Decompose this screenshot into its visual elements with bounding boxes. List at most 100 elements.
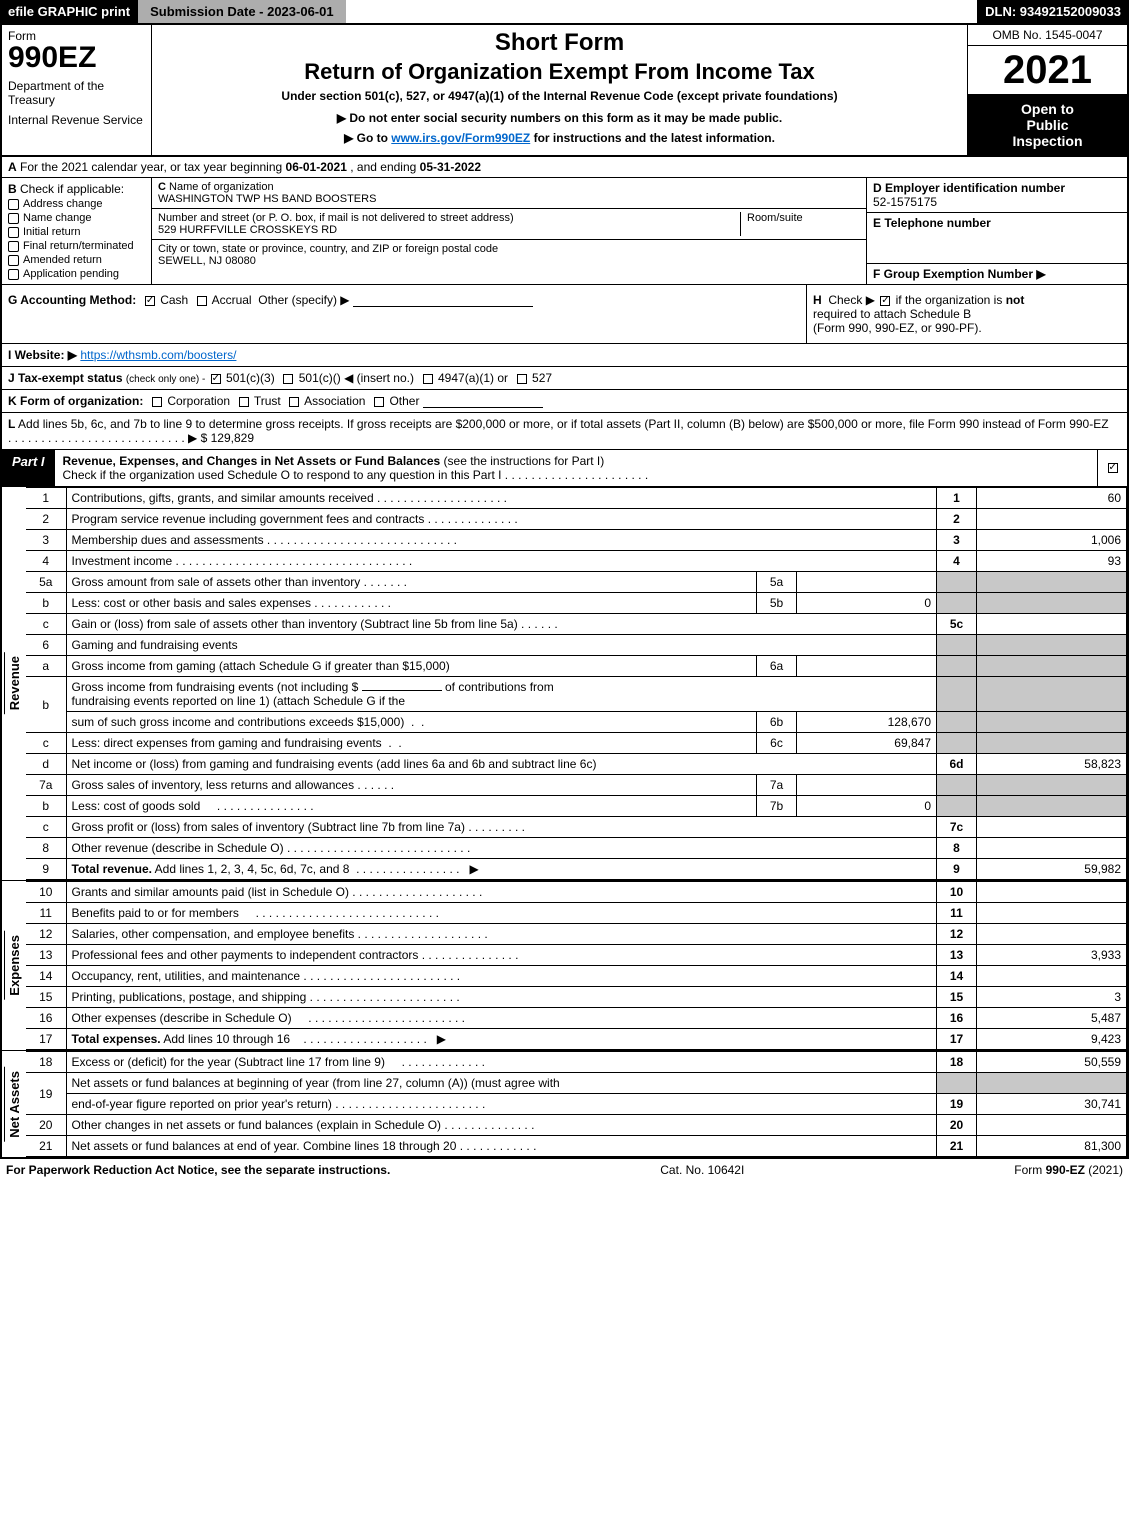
ln19-code: 19 — [937, 1094, 977, 1115]
ln9-val: 59,982 — [977, 859, 1127, 880]
ln7a-code-grey — [937, 775, 977, 796]
ln13-num: 13 — [26, 945, 66, 966]
ln6a-val-grey — [977, 656, 1127, 677]
ln6-val-grey — [977, 635, 1127, 656]
expenses-label: Expenses — [4, 931, 24, 1000]
org-name: WASHINGTON TWP HS BAND BOOSTERS — [158, 193, 376, 205]
footer-right-prefix: Form — [1014, 1163, 1045, 1177]
box-e: E Telephone number — [867, 213, 1127, 264]
k-label: K Form of organization: — [8, 394, 143, 408]
website-link[interactable]: https://wthsmb.com/boosters/ — [80, 348, 236, 362]
form-header: Form 990EZ Department of the Treasury In… — [2, 25, 1127, 157]
checkbox-icon[interactable] — [8, 227, 19, 238]
ln12-desc: Salaries, other compensation, and employ… — [66, 924, 937, 945]
chk-other-org[interactable] — [374, 397, 384, 407]
revenue-section: Revenue 1 Contributions, gifts, grants, … — [2, 487, 1127, 881]
ln7a-sub: 7a — [757, 775, 797, 796]
line-10: 10 Grants and similar amounts paid (list… — [26, 882, 1127, 903]
chk-application-pending[interactable]: Application pending — [8, 268, 145, 280]
ln1-desc: Contributions, gifts, grants, and simila… — [66, 488, 937, 509]
part1-checkbox-o[interactable] — [1097, 450, 1127, 486]
chk-trust[interactable] — [239, 397, 249, 407]
b-check-label: Check if applicable: — [20, 182, 124, 196]
chk-corp[interactable] — [152, 397, 162, 407]
ln1-num: 1 — [26, 488, 66, 509]
ln17-num: 17 — [26, 1029, 66, 1050]
checkbox-icon[interactable] — [8, 199, 19, 210]
chk-address-change[interactable]: Address change — [8, 198, 145, 210]
chk-assoc[interactable] — [289, 397, 299, 407]
ln7c-code: 7c — [937, 817, 977, 838]
col-def: D Employer identification number 52-1575… — [867, 178, 1127, 284]
ln6c-code-grey — [937, 733, 977, 754]
ln19-val: 30,741 — [977, 1094, 1127, 1115]
opt-trust: Trust — [254, 394, 281, 408]
ln5b-val-grey — [977, 593, 1127, 614]
ln6a-sub: 6a — [757, 656, 797, 677]
ln13-code: 13 — [937, 945, 977, 966]
chk-4947[interactable] — [423, 374, 433, 384]
chk-final-return[interactable]: Final return/terminated — [8, 240, 145, 252]
ln20-num: 20 — [26, 1115, 66, 1136]
chk-501c[interactable] — [283, 374, 293, 384]
col-b: B Check if applicable: Address change Na… — [2, 178, 152, 284]
row-a-text: For the 2021 calendar year, or tax year … — [20, 160, 481, 174]
c-name-row: C Name of organization WASHINGTON TWP HS… — [152, 178, 866, 209]
ln4-val: 93 — [977, 551, 1127, 572]
ln3-desc: Membership dues and assessments . . . . … — [66, 530, 937, 551]
ln6d-num: d — [26, 754, 66, 775]
ln6c-desc: Less: direct expenses from gaming and fu… — [66, 733, 757, 754]
e-label: E Telephone number — [873, 216, 991, 230]
ln7b-num: b — [26, 796, 66, 817]
chk-initial-return[interactable]: Initial return — [8, 226, 145, 238]
c-street-row: Number and street (or P. O. box, if mail… — [152, 209, 866, 240]
h-not: not — [1006, 293, 1025, 307]
ln7c-val — [977, 817, 1127, 838]
ln6b-sub: 6b — [757, 712, 797, 733]
line-7c: c Gross profit or (loss) from sales of i… — [26, 817, 1127, 838]
opt-other-specify: Other (specify) ▶ — [258, 293, 349, 307]
chk-accrual[interactable] — [197, 296, 207, 306]
ln7b-subval: 0 — [797, 796, 937, 817]
l-dots: . . . . . . . . . . . . . . . . . . . . … — [8, 431, 188, 445]
ln18-desc: Excess or (deficit) for the year (Subtra… — [66, 1052, 937, 1073]
other-org-field[interactable] — [423, 394, 543, 408]
part1-title-sub: (see the instructions for Part I) — [444, 454, 605, 468]
chk-cash[interactable] — [145, 296, 155, 306]
ln10-val — [977, 882, 1127, 903]
goto-prefix: ▶ Go to — [344, 131, 391, 145]
irs-link[interactable]: www.irs.gov/Form990EZ — [391, 131, 530, 145]
h-text4: (Form 990, 990-EZ, or 990-PF). — [813, 321, 982, 335]
checkbox-icon[interactable] — [8, 255, 19, 266]
ln3-code: 3 — [937, 530, 977, 551]
checkbox-icon — [1108, 463, 1118, 473]
arrow-icon: ▶ — [188, 431, 197, 445]
chk-amended-return[interactable]: Amended return — [8, 254, 145, 266]
ln19-val-grey — [977, 1073, 1127, 1094]
line-3: 3 Membership dues and assessments . . . … — [26, 530, 1127, 551]
other-specify-field[interactable] — [353, 293, 533, 307]
l-amount: $ 129,829 — [201, 431, 254, 445]
checkbox-icon[interactable] — [8, 241, 19, 252]
part1-title-area: Revenue, Expenses, and Changes in Net As… — [55, 450, 1097, 486]
line-9: 9 Total revenue. Add lines 1, 2, 3, 4, 5… — [26, 859, 1127, 880]
omb-number: OMB No. 1545-0047 — [968, 25, 1127, 46]
box-f: F Group Exemption Number ▶ — [867, 264, 1127, 284]
line-20: 20 Other changes in net assets or fund b… — [26, 1115, 1127, 1136]
chk-527[interactable] — [517, 374, 527, 384]
line-4: 4 Investment income . . . . . . . . . . … — [26, 551, 1127, 572]
checkbox-icon[interactable] — [8, 213, 19, 224]
ln16-desc: Other expenses (describe in Schedule O) … — [66, 1008, 937, 1029]
ln10-code: 10 — [937, 882, 977, 903]
chk-name-change[interactable]: Name change — [8, 212, 145, 224]
chk-schedule-b[interactable] — [880, 296, 890, 306]
ln18-val: 50,559 — [977, 1052, 1127, 1073]
ln7b-sub: 7b — [757, 796, 797, 817]
ln6-desc: Gaming and fundraising events — [66, 635, 937, 656]
ln14-code: 14 — [937, 966, 977, 987]
line-5c: c Gain or (loss) from sale of assets oth… — [26, 614, 1127, 635]
revenue-table: 1 Contributions, gifts, grants, and simi… — [26, 487, 1127, 880]
efile-label[interactable]: efile GRAPHIC print — [0, 0, 138, 23]
checkbox-icon[interactable] — [8, 269, 19, 280]
chk-501c3[interactable] — [211, 374, 221, 384]
